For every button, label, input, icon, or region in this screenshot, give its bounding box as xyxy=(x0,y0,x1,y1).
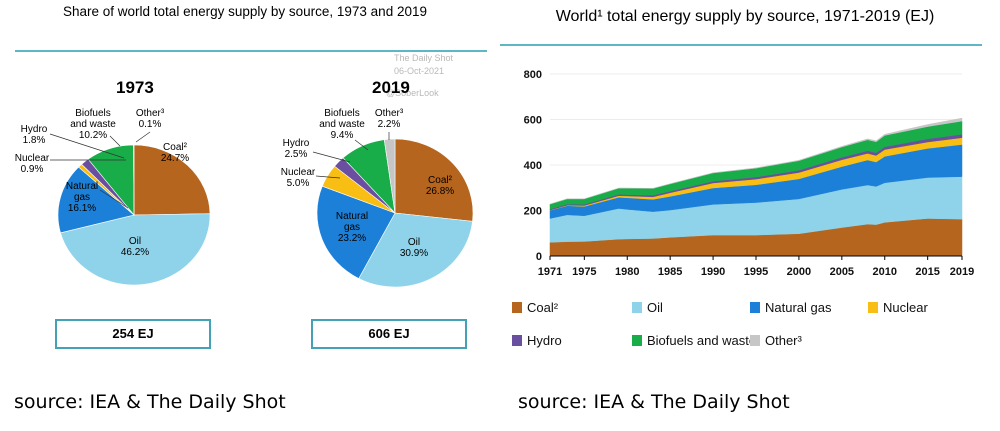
pie-1973-leader-hydro xyxy=(49,133,125,159)
pie-1973-label-biofuels-and-waste: Biofuels and waste 10.2% xyxy=(70,108,116,141)
legend-swatch-hydro xyxy=(512,335,522,346)
pie-1973-leader-biofuels-and-waste xyxy=(109,135,121,147)
legend-swatch-other xyxy=(750,335,760,346)
y-tick-label: 0 xyxy=(536,251,542,263)
y-tick-label: 400 xyxy=(524,160,542,172)
pie-1973-year: 1973 xyxy=(116,78,154,97)
pie-1973-label-natural-gas: Natural gas 16.1% xyxy=(66,181,98,214)
legend-swatch-nuclear xyxy=(868,302,878,313)
legend-swatch-oil xyxy=(632,302,642,313)
left-title-divider xyxy=(15,50,487,52)
x-tick-label: 1985 xyxy=(658,266,682,278)
legend-swatch-coal xyxy=(512,302,522,313)
pie-2019-leader-biofuels-and-waste xyxy=(354,139,369,151)
x-tick-label: 2005 xyxy=(830,266,854,278)
x-tick-label: 2019 xyxy=(950,266,974,278)
legend-label-oil: Oil xyxy=(647,300,663,315)
pie-2019-leader-hydro xyxy=(312,151,351,163)
pie-2019-slice-other xyxy=(383,138,396,214)
x-tick-label: 1990 xyxy=(701,266,725,278)
x-tick-label: 1995 xyxy=(744,266,768,278)
total-1973-box: 254 EJ xyxy=(55,319,211,349)
legend-label-other: Other³ xyxy=(765,333,803,348)
x-tick-label: 2000 xyxy=(787,266,811,278)
pie-1973-slice-coal xyxy=(133,144,211,216)
pie-2019-slice-coal xyxy=(394,138,474,222)
pie-2019-label-oil: Oil 30.9% xyxy=(400,237,428,259)
pie-1973-leader-other xyxy=(135,131,151,143)
pie-2019-label-nuclear: Nuclear 5.0% xyxy=(281,167,316,189)
legend-swatch-biofuels-and-waste xyxy=(632,335,642,346)
x-tick-label: 1975 xyxy=(572,266,596,278)
pie-1973-slice-oil xyxy=(60,213,211,286)
x-tick-label: 1980 xyxy=(615,266,639,278)
source-left: source: IEA & The Daily Shot xyxy=(14,391,286,413)
legend-label-hydro: Hydro xyxy=(527,333,562,348)
legend-label-natural-gas: Natural gas xyxy=(765,300,832,315)
source-right: source: IEA & The Daily Shot xyxy=(518,391,790,413)
pie-1973-slice-natural-gas xyxy=(57,166,135,234)
area-layers xyxy=(549,117,963,257)
x-tick-label: 2015 xyxy=(915,266,939,278)
area-axes: 0 200 400 600 800 1971 1975 1980 1985 1990 1995 200… xyxy=(524,69,975,278)
pie-2019-label-hydro: Hydro 2.5% xyxy=(283,138,310,160)
x-tick-label: 2010 xyxy=(873,266,897,278)
legend-label-biofuels-and-waste: Biofuels and waste xyxy=(647,333,756,348)
pie-1973-leader-natural-gas xyxy=(99,189,129,209)
pie-2019-slice-natural-gas xyxy=(316,185,396,279)
area-chart: 0 200 400 600 800 1971 1975 1980 1985 1990 1995 200… xyxy=(512,69,975,348)
pie-2019-label-biofuels-and-waste: Biofuels and waste 9.4% xyxy=(319,108,365,141)
pie-1973-label-hydro: Hydro 1.8% xyxy=(21,124,48,146)
right-chart-title: World¹ total energy supply by source, 19… xyxy=(555,8,935,25)
pie-2019-label-coal: Coal² 26.8% xyxy=(426,175,454,197)
pie-1973-label-coal: Coal² 24.7% xyxy=(161,142,189,164)
area-legend: Coal² Oil Natural gas Nuclear Hydro Biofuels … xyxy=(512,300,928,348)
pie-2019-label-natural-gas: Natural gas 23.2% xyxy=(336,211,368,244)
y-tick-label: 800 xyxy=(524,69,542,81)
right-title-divider xyxy=(500,44,982,46)
area-series-other xyxy=(549,117,963,205)
pie-2019-slice-oil xyxy=(358,212,473,288)
pie-charts: Coal² 24.7% Oil 46.2% Natural gas 16.1% Nuclear… xyxy=(15,108,474,288)
watermark-line-2: 06-Oct-2021 xyxy=(394,66,445,76)
pie-2019-label-other: Other³ 2.2% xyxy=(375,108,404,130)
pie-2019-leader-nuclear xyxy=(315,175,341,179)
total-2019-box: 606 EJ xyxy=(311,319,467,349)
y-tick-label: 600 xyxy=(524,115,542,127)
pie-1973: Coal² 24.7% Oil 46.2% Natural gas 16.1% Nuclear… xyxy=(15,108,211,286)
x-tick-label: 1971 xyxy=(538,266,562,278)
legend-label-nuclear: Nuclear xyxy=(883,300,928,315)
watermark-line-3: @SoberLook xyxy=(386,88,439,98)
watermark-line-1: The Daily Shot xyxy=(394,53,454,63)
legend-swatch-natural-gas xyxy=(750,302,760,313)
pie-2019: Coal² 26.8% Oil 30.9% Natural gas 23.2% Nuclear… xyxy=(281,108,474,288)
pie-2019-year: 2019 xyxy=(372,78,410,97)
y-tick-label: 200 xyxy=(524,206,542,218)
pie-1973-label-oil: Oil 46.2% xyxy=(121,236,149,258)
pie-1973-label-nuclear: Nuclear 0.9% xyxy=(15,153,50,175)
pie-1973-label-other: Other³ 0.1% xyxy=(136,108,165,130)
legend-label-coal: Coal² xyxy=(527,300,559,315)
left-chart-title: Share of world total energy supply by so… xyxy=(63,4,427,19)
